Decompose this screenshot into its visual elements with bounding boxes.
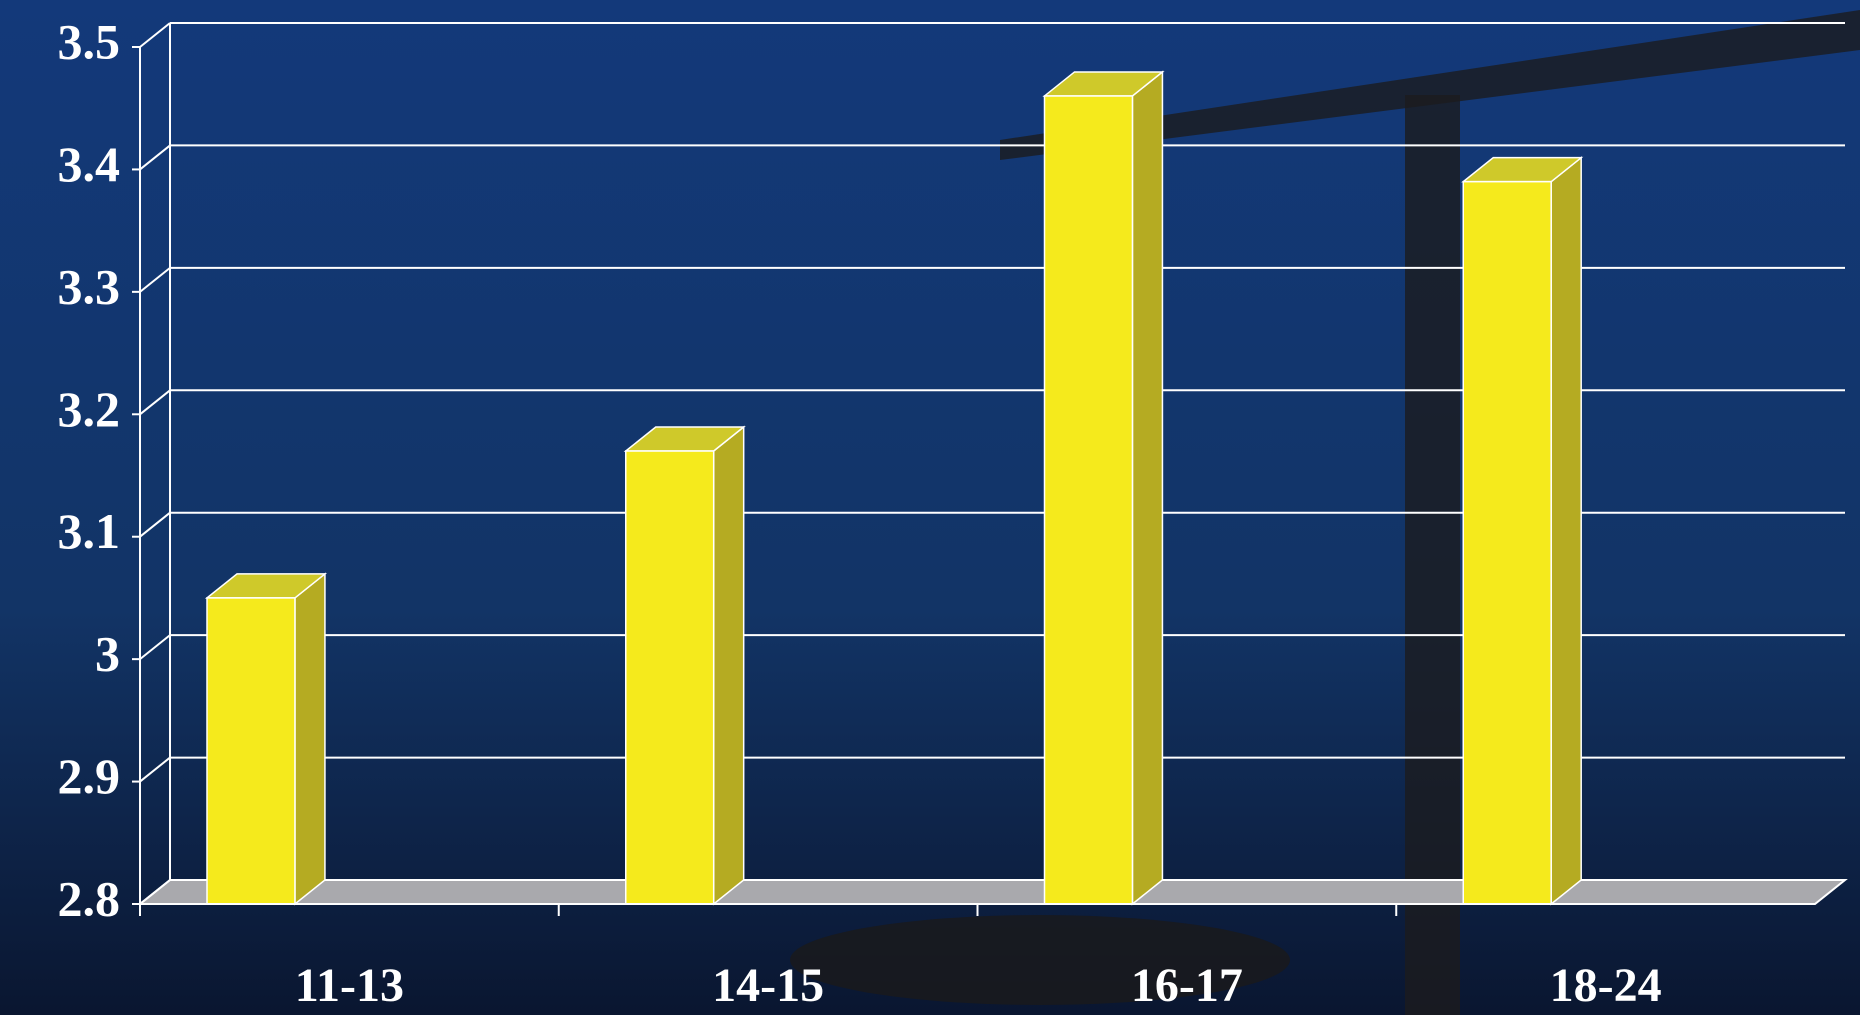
y-tick-label: 2.9 [58, 748, 121, 804]
grid-line [139, 879, 171, 905]
x-tick-label: 11-13 [295, 959, 404, 1012]
grid-line [139, 144, 171, 171]
bar-side [712, 425, 745, 906]
grid-line [139, 511, 171, 538]
y-tick-label: 3.1 [58, 503, 121, 559]
bar-side [1550, 156, 1582, 906]
decor-scale-post [1405, 95, 1460, 1015]
y-tick-label: 3 [95, 626, 120, 682]
floor [137, 879, 1848, 905]
x-tick-label: 18-24 [1550, 959, 1662, 1012]
grid-line [139, 634, 171, 660]
grid-line [139, 756, 171, 783]
bar [1043, 95, 1134, 905]
bar-side [294, 572, 326, 906]
plot-area: 2.8 2.9 3 3.1 3.2 3.3 3.4 3.5 11-13 14-15 16-17 18-… [58, 13, 1848, 1012]
grid-line [139, 389, 171, 416]
decor-scale-pan [790, 915, 1290, 1005]
y-tick-label: 3.5 [58, 13, 121, 69]
grid-line [139, 267, 171, 293]
decor-scale-beam [1000, 10, 1860, 160]
y-tick-label: 3.3 [58, 258, 121, 314]
grid-line [139, 22, 171, 48]
bar [1462, 180, 1552, 905]
bar [625, 450, 715, 905]
y-tick-label: 2.8 [58, 870, 121, 926]
bar [206, 597, 296, 905]
y-tick-label: 3.2 [58, 381, 121, 437]
x-tick-label: 16-17 [1131, 959, 1243, 1012]
y-tick-label: 3.4 [58, 136, 121, 192]
x-tick-label: 14-15 [712, 959, 824, 1012]
bar-side [1131, 70, 1164, 906]
